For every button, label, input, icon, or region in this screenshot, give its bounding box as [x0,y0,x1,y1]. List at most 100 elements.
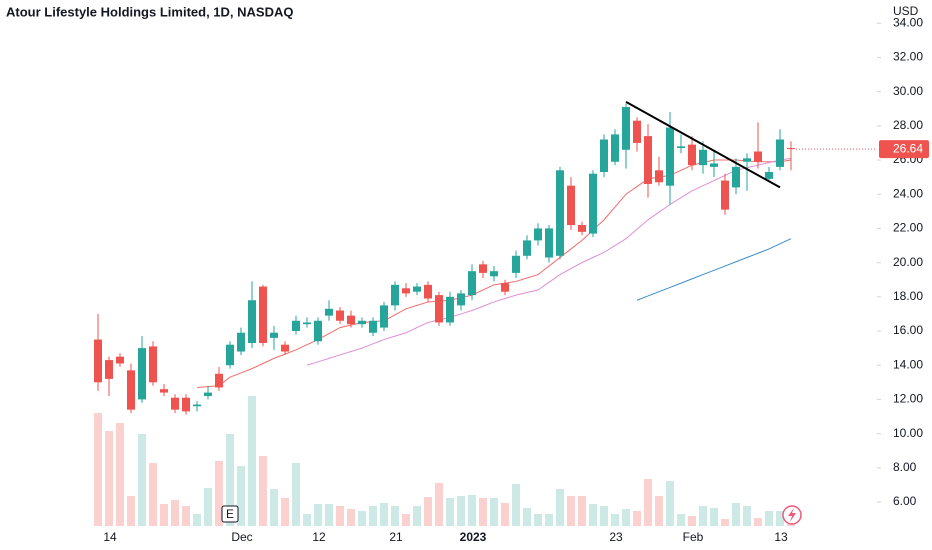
candle-body [248,300,256,343]
volume-bar [204,488,212,526]
trendline [625,101,781,189]
candle-body [534,228,542,241]
y-tick-label: 22.00 [893,221,923,235]
candle-body [215,373,223,388]
candle-body [94,339,102,383]
candle-body [589,173,597,234]
candle-body [358,320,366,325]
candle-body [149,346,157,383]
y-tick-label: 16.00 [893,323,923,337]
y-tick-label: 18.00 [893,289,923,303]
candle-body [336,310,344,321]
event-marker [221,505,239,523]
candle-body [116,356,124,364]
volume-bar [358,511,366,526]
y-tick-label: 8.00 [893,460,917,474]
candle-body [127,370,135,410]
candle-body [457,293,465,306]
candle-body [369,320,377,333]
candle-body [424,284,432,299]
x-tick-label: Feb [683,530,704,544]
candle-body [446,296,454,323]
volume-bar [743,506,751,526]
candle-body [743,158,751,162]
volume-bar [226,434,234,526]
candle-body [501,283,509,292]
moving-average [636,238,792,301]
volume-bar [545,514,553,526]
volume-bar [523,508,531,526]
volume-bar [490,498,498,526]
candle-body [182,397,190,412]
x-tick-label: 2023 [460,530,487,544]
y-tick-label: 24.00 [893,186,923,200]
candle-body [391,284,399,306]
volume-bar [534,514,542,526]
volume-bar [94,413,102,526]
candle-body [710,163,718,167]
y-tick-label: 30.00 [893,84,923,98]
candle-body [732,166,740,188]
volume-bar [292,463,300,526]
y-tick-label: 32.00 [893,50,923,64]
volume-bar [655,496,663,526]
candle-body [479,264,487,273]
candle-body [259,286,267,343]
candle-body [545,228,553,258]
candle-body [468,271,476,296]
y-tick-label: 12.00 [893,392,923,406]
candle-body [600,139,608,173]
alert-icon[interactable] [782,505,802,525]
candle-body [171,397,179,410]
x-tick-label: Dec [231,530,252,544]
volume-bar [589,504,597,526]
candle-body [226,344,234,366]
volume-bar [468,495,476,526]
candle-body [160,389,168,393]
y-tick-label: 28.00 [893,118,923,132]
x-tick-label: 23 [609,530,623,544]
candle-body [644,136,652,184]
candle-body [193,404,201,407]
volume-bar [611,514,619,526]
volume-bar [336,506,344,526]
candle-body [204,392,212,396]
volume-bar [446,498,454,526]
volume-bar [259,456,267,526]
volume-bar [457,496,465,526]
volume-bar [600,506,608,526]
volume-bar [402,514,410,526]
volume-bar [193,514,201,526]
volume-bar [644,479,652,526]
candle-body [655,170,663,183]
currency-label: USD [893,4,919,18]
volume-bar [182,506,190,526]
candle-body [567,185,575,226]
candle-body [435,295,443,323]
candle-body [138,348,146,400]
volume-bar [699,506,707,526]
volume-bar [501,503,509,526]
volume-bar [567,496,575,526]
candle-body [765,172,773,179]
volume-bar [380,503,388,526]
candle-body [325,308,333,316]
volume-bar [369,506,377,526]
y-tick-label: 10.00 [893,426,923,440]
volume-bar [325,504,333,526]
price-axis-bg [877,0,932,550]
candle-body [721,180,729,210]
volume-bar [347,509,355,526]
volume-bar [248,396,256,526]
candle-body [413,286,421,292]
volume-bar [171,500,179,526]
x-tick-label: 13 [774,530,788,544]
plot: E [94,101,877,526]
candle-body [380,305,388,328]
candle-body [787,148,795,150]
candle-body [622,107,630,150]
volume-bar [479,498,487,526]
volume-bar [688,516,696,526]
